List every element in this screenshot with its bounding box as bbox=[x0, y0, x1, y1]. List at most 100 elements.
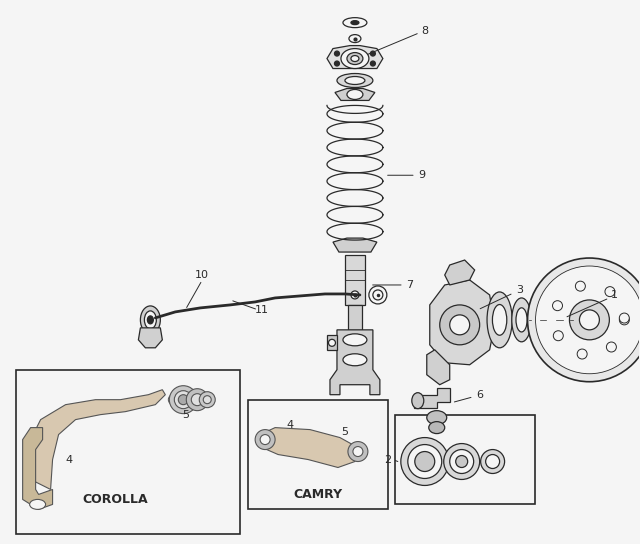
Text: 5: 5 bbox=[182, 410, 189, 419]
Ellipse shape bbox=[260, 435, 270, 444]
Polygon shape bbox=[260, 428, 358, 467]
Ellipse shape bbox=[456, 455, 468, 467]
Polygon shape bbox=[138, 328, 163, 348]
Polygon shape bbox=[22, 428, 52, 509]
Ellipse shape bbox=[529, 300, 546, 340]
Ellipse shape bbox=[570, 300, 609, 340]
Ellipse shape bbox=[170, 386, 197, 413]
Polygon shape bbox=[335, 89, 375, 101]
Polygon shape bbox=[327, 46, 383, 69]
Ellipse shape bbox=[536, 266, 640, 374]
Ellipse shape bbox=[147, 316, 154, 324]
Text: 9: 9 bbox=[418, 170, 426, 180]
Ellipse shape bbox=[337, 73, 373, 88]
Ellipse shape bbox=[607, 342, 616, 352]
Polygon shape bbox=[31, 390, 165, 490]
Ellipse shape bbox=[620, 315, 629, 325]
Ellipse shape bbox=[408, 444, 442, 479]
Ellipse shape bbox=[174, 391, 192, 409]
Ellipse shape bbox=[579, 310, 600, 330]
Ellipse shape bbox=[348, 442, 368, 461]
Ellipse shape bbox=[554, 331, 563, 341]
Ellipse shape bbox=[412, 393, 424, 409]
Ellipse shape bbox=[204, 395, 211, 404]
Ellipse shape bbox=[532, 309, 542, 331]
Ellipse shape bbox=[556, 300, 573, 340]
Ellipse shape bbox=[427, 411, 447, 425]
Bar bbox=[327, 335, 337, 350]
Text: 6: 6 bbox=[476, 390, 483, 400]
Ellipse shape bbox=[371, 51, 376, 56]
Ellipse shape bbox=[186, 389, 208, 411]
Ellipse shape bbox=[559, 309, 569, 331]
Ellipse shape bbox=[371, 61, 376, 66]
Ellipse shape bbox=[450, 449, 474, 473]
Ellipse shape bbox=[444, 443, 479, 479]
Ellipse shape bbox=[552, 301, 563, 311]
Ellipse shape bbox=[527, 258, 640, 382]
Ellipse shape bbox=[140, 306, 161, 334]
Bar bbox=[348, 305, 362, 330]
Ellipse shape bbox=[145, 311, 156, 329]
Ellipse shape bbox=[570, 305, 584, 335]
Ellipse shape bbox=[605, 287, 615, 296]
Text: COROLLA: COROLLA bbox=[83, 493, 148, 506]
Ellipse shape bbox=[255, 430, 275, 449]
Text: 1: 1 bbox=[611, 290, 618, 300]
Text: 11: 11 bbox=[255, 305, 269, 315]
Text: CAMRY: CAMRY bbox=[294, 488, 342, 501]
Text: 4: 4 bbox=[287, 419, 294, 430]
Bar bbox=[345, 255, 365, 305]
Ellipse shape bbox=[486, 455, 500, 468]
Text: 5: 5 bbox=[342, 426, 348, 437]
Polygon shape bbox=[430, 280, 495, 365]
Ellipse shape bbox=[545, 306, 558, 334]
Ellipse shape bbox=[351, 55, 359, 61]
Ellipse shape bbox=[343, 17, 367, 28]
Ellipse shape bbox=[353, 447, 363, 456]
Bar bbox=[15, 370, 240, 534]
Ellipse shape bbox=[369, 286, 387, 304]
Polygon shape bbox=[427, 350, 450, 385]
Ellipse shape bbox=[341, 48, 369, 69]
Bar bbox=[395, 415, 534, 504]
Ellipse shape bbox=[179, 395, 188, 405]
Ellipse shape bbox=[335, 61, 339, 66]
Polygon shape bbox=[445, 260, 475, 285]
Ellipse shape bbox=[492, 305, 507, 335]
Ellipse shape bbox=[191, 394, 204, 406]
Ellipse shape bbox=[540, 294, 563, 346]
Ellipse shape bbox=[450, 315, 470, 335]
Ellipse shape bbox=[373, 290, 383, 300]
Ellipse shape bbox=[487, 292, 512, 348]
Ellipse shape bbox=[29, 499, 45, 509]
Ellipse shape bbox=[440, 305, 479, 345]
Ellipse shape bbox=[347, 89, 363, 100]
Text: 10: 10 bbox=[195, 270, 209, 280]
Ellipse shape bbox=[573, 312, 581, 328]
Polygon shape bbox=[414, 388, 450, 407]
Ellipse shape bbox=[415, 452, 435, 472]
Text: 2: 2 bbox=[384, 455, 392, 465]
Ellipse shape bbox=[351, 21, 359, 24]
Text: 8: 8 bbox=[421, 26, 428, 35]
Ellipse shape bbox=[575, 281, 586, 291]
Text: 3: 3 bbox=[516, 285, 523, 295]
Ellipse shape bbox=[577, 349, 587, 359]
Ellipse shape bbox=[351, 291, 359, 299]
Polygon shape bbox=[333, 238, 377, 252]
Ellipse shape bbox=[349, 35, 361, 42]
Ellipse shape bbox=[343, 334, 367, 346]
Ellipse shape bbox=[199, 392, 215, 407]
Text: 7: 7 bbox=[406, 280, 413, 290]
Ellipse shape bbox=[335, 51, 339, 56]
Bar bbox=[248, 400, 388, 509]
Ellipse shape bbox=[401, 437, 449, 485]
Ellipse shape bbox=[512, 298, 531, 342]
Ellipse shape bbox=[429, 422, 445, 434]
Polygon shape bbox=[330, 330, 380, 395]
Ellipse shape bbox=[516, 308, 527, 332]
Text: 4: 4 bbox=[65, 455, 72, 465]
Ellipse shape bbox=[168, 395, 179, 405]
Ellipse shape bbox=[347, 53, 363, 65]
